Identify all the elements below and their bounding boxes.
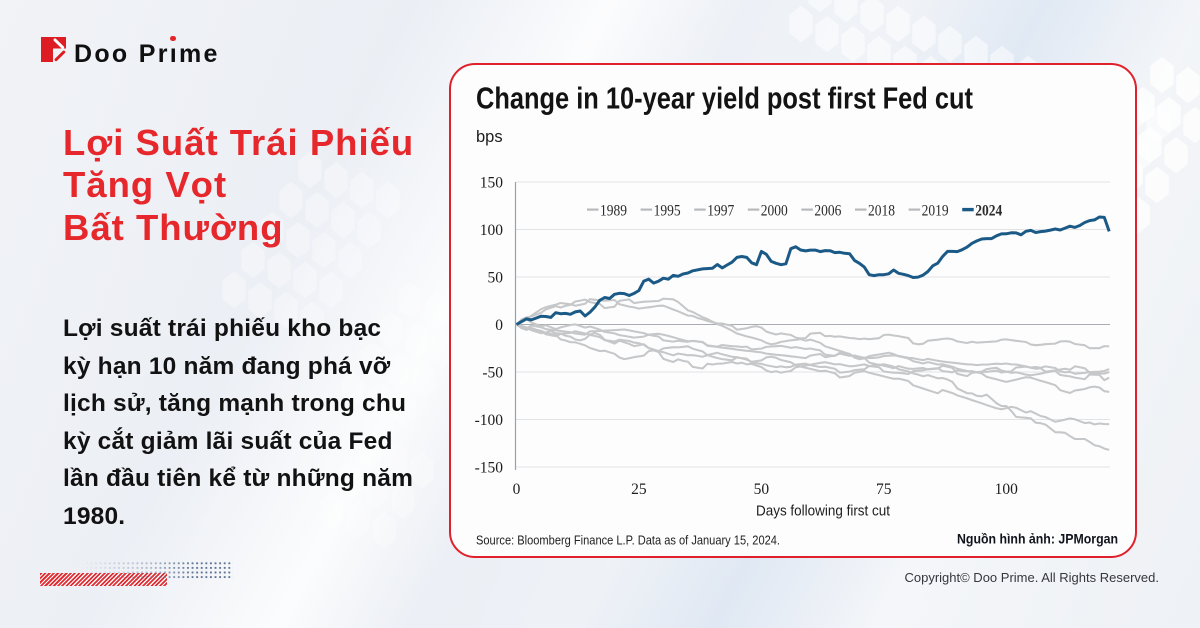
svg-text:100: 100 (480, 222, 504, 239)
svg-text:2006: 2006 (814, 202, 841, 219)
svg-text:Source: Bloomberg Finance L.P.: Source: Bloomberg Finance L.P. Data as o… (476, 534, 780, 548)
svg-text:-100: -100 (475, 412, 504, 429)
svg-text:50: 50 (754, 481, 770, 498)
svg-text:Days following first cut: Days following first cut (756, 504, 890, 520)
svg-text:2024: 2024 (975, 202, 1002, 219)
svg-text:2018: 2018 (868, 202, 895, 219)
svg-text:bps: bps (476, 128, 503, 146)
svg-text:2019: 2019 (922, 202, 949, 219)
svg-text:25: 25 (631, 481, 647, 498)
svg-text:Nguồn hình ảnh: JPMorgan: Nguồn hình ảnh: JPMorgan (957, 531, 1118, 547)
svg-text:1995: 1995 (654, 202, 681, 219)
svg-text:Change in 10-year yield post f: Change in 10-year yield post first Fed c… (476, 82, 973, 116)
svg-text:0: 0 (495, 317, 503, 334)
svg-text:2000: 2000 (761, 202, 788, 219)
svg-text:-50: -50 (482, 365, 503, 382)
svg-text:1989: 1989 (600, 202, 627, 219)
svg-text:-150: -150 (475, 460, 504, 477)
svg-text:150: 150 (480, 175, 504, 192)
svg-text:0: 0 (513, 481, 521, 498)
svg-text:75: 75 (876, 481, 892, 498)
svg-text:1997: 1997 (707, 202, 734, 219)
svg-text:50: 50 (488, 270, 504, 287)
svg-text:100: 100 (995, 481, 1019, 498)
